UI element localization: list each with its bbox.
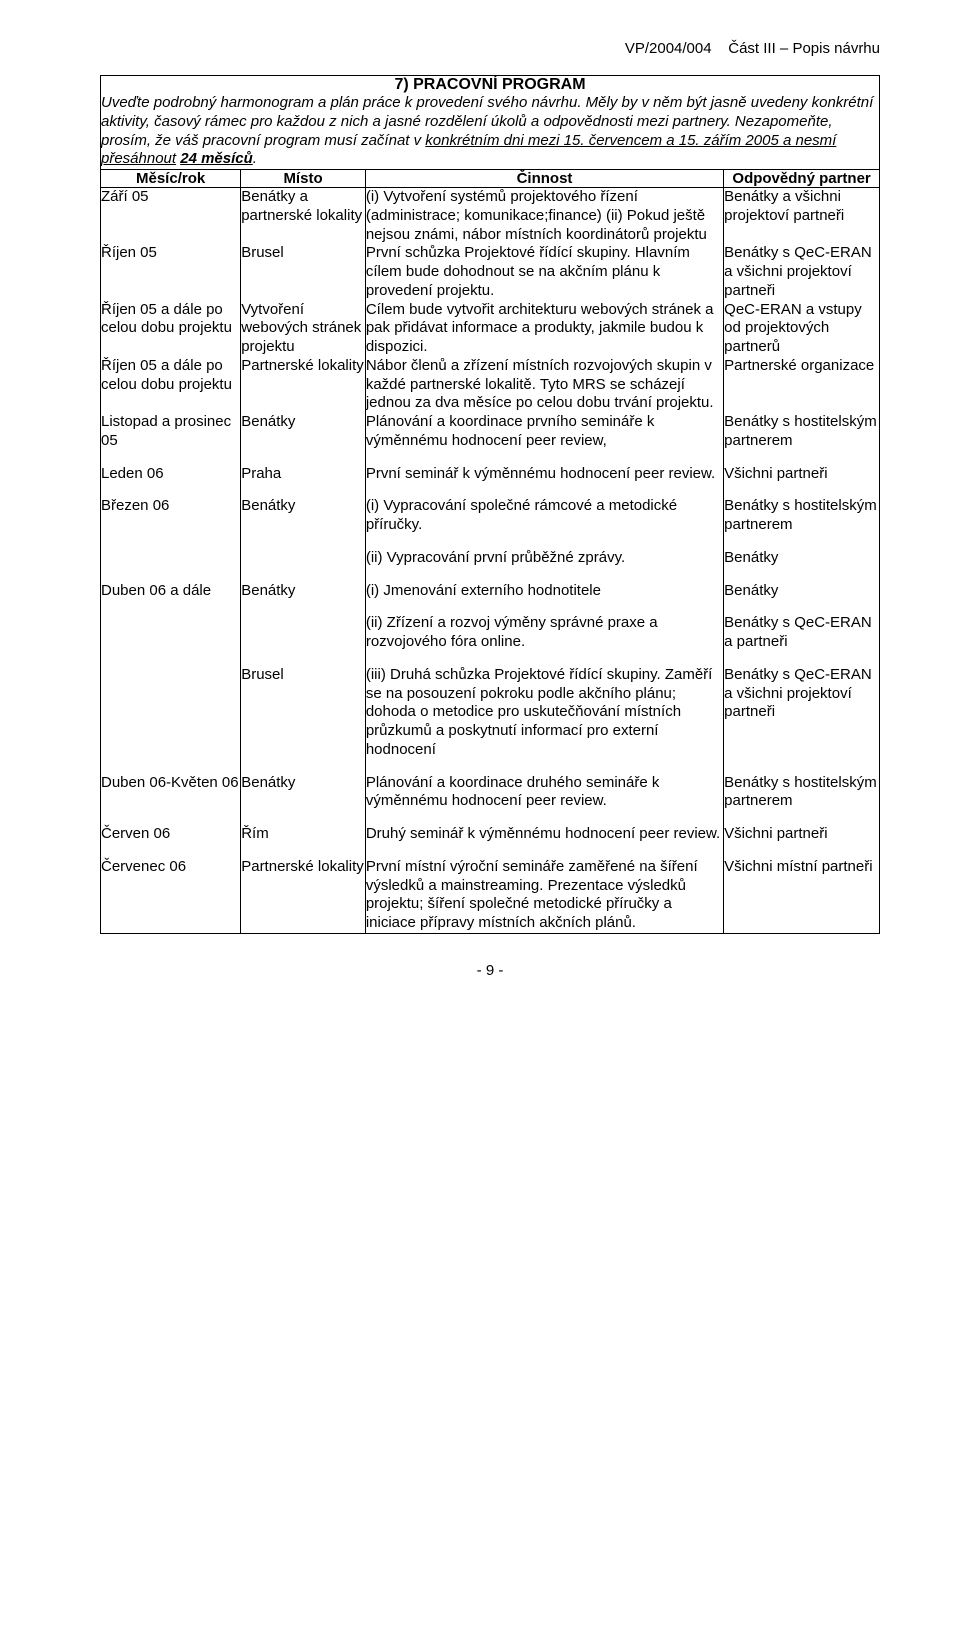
cell-place: Brusel	[241, 652, 366, 760]
cell-activity: Cílem bude vytvořit architekturu webovýc…	[365, 301, 723, 357]
section-title: 7) PRACOVNÍ PROGRAM	[101, 76, 879, 94]
cell-activity: Plánování a koordinace prvního semináře …	[365, 413, 723, 451]
intro-cell: 7) PRACOVNÍ PROGRAM Uveďte podrobný harm…	[101, 76, 880, 170]
table-row: Říjen 05 a dále po celou dobu projektuPa…	[101, 357, 880, 413]
cell-place: Benátky a partnerské lokality	[241, 188, 366, 245]
cell-place	[241, 600, 366, 652]
cell-partner: Benátky s hostitelským partnerem	[724, 483, 880, 535]
cell-month: Červen 06	[101, 811, 241, 844]
cell-month	[101, 535, 241, 568]
page-header: VP/2004/004 Část III – Popis návrhu	[100, 40, 880, 57]
cell-month: Září 05	[101, 188, 241, 245]
cell-activity: (i) Vytvoření systémů projektového řízen…	[365, 188, 723, 245]
cell-month: Leden 06	[101, 451, 241, 484]
cell-place	[241, 535, 366, 568]
table-row: (ii) Zřízení a rozvoj výměny správné pra…	[101, 600, 880, 652]
cell-month: Říjen 05 a dále po celou dobu projektu	[101, 301, 241, 357]
cell-activity: První schůzka Projektové řídící skupiny.…	[365, 244, 723, 300]
cell-partner: QeC-ERAN a vstupy od projektových partne…	[724, 301, 880, 357]
cell-partner: Benátky s hostitelským partnerem	[724, 760, 880, 812]
cell-partner: Všichni místní partneři	[724, 844, 880, 934]
table-row: Leden 06PrahaPrvní seminář k výměnnému h…	[101, 451, 880, 484]
col-header-activity: Činnost	[365, 170, 723, 188]
cell-partner: Benátky	[724, 535, 880, 568]
cell-place: Benátky	[241, 760, 366, 812]
cell-partner: Benátky s QeC-ERAN a partneři	[724, 600, 880, 652]
table-row: Duben 06-Květen 06BenátkyPlánování a koo…	[101, 760, 880, 812]
table-row: Březen 06Benátky(i) Vypracování společné…	[101, 483, 880, 535]
table-row: Duben 06 a dáleBenátky(i) Jmenování exte…	[101, 568, 880, 601]
col-header-month: Měsíc/rok	[101, 170, 241, 188]
table-row: Červen 06ŘímDruhý seminář k výměnnému ho…	[101, 811, 880, 844]
cell-month: Duben 06 a dále	[101, 568, 241, 601]
header-section: Část III – Popis návrhu	[728, 40, 880, 57]
cell-partner: Benátky s QeC-ERAN a všichni projektoví …	[724, 244, 880, 300]
cell-month	[101, 600, 241, 652]
cell-place: Benátky	[241, 568, 366, 601]
cell-activity: Nábor členů a zřízení místních rozvojový…	[365, 357, 723, 413]
cell-activity: Druhý seminář k výměnnému hodnocení peer…	[365, 811, 723, 844]
table-row: Říjen 05 a dále po celou dobu projektuVy…	[101, 301, 880, 357]
document-page: VP/2004/004 Část III – Popis návrhu 7) P…	[0, 0, 960, 1009]
cell-activity: (ii) Zřízení a rozvoj výměny správné pra…	[365, 600, 723, 652]
intro-period: .	[253, 150, 257, 167]
cell-month: Duben 06-Květen 06	[101, 760, 241, 812]
table-row: Listopad a prosinec 05BenátkyPlánování a…	[101, 413, 880, 451]
cell-month: Listopad a prosinec 05	[101, 413, 241, 451]
intro-bold-underlined: 24 měsíců	[180, 150, 253, 167]
cell-place: Benátky	[241, 483, 366, 535]
program-table: 7) PRACOVNÍ PROGRAM Uveďte podrobný harm…	[100, 75, 880, 934]
col-header-partner: Odpovědný partner	[724, 170, 880, 188]
cell-place: Praha	[241, 451, 366, 484]
table-row: Brusel(iii) Druhá schůzka Projektové říd…	[101, 652, 880, 760]
cell-partner: Benátky s QeC-ERAN a všichni projektoví …	[724, 652, 880, 760]
cell-place: Partnerské lokality	[241, 357, 366, 413]
cell-activity: (i) Jmenování externího hodnotitele	[365, 568, 723, 601]
cell-place: Benátky	[241, 413, 366, 451]
intro-paragraph: Uveďte podrobný harmonogram a plán práce…	[101, 94, 879, 169]
cell-month: Červenec 06	[101, 844, 241, 934]
table-row: Říjen 05BruselPrvní schůzka Projektové ř…	[101, 244, 880, 300]
cell-activity: (i) Vypracování společné rámcové a metod…	[365, 483, 723, 535]
cell-partner: Benátky a všichni projektoví partneři	[724, 188, 880, 245]
cell-activity: (ii) Vypracování první průběžné zprávy.	[365, 535, 723, 568]
cell-partner: Všichni partneři	[724, 811, 880, 844]
cell-partner: Benátky s hostitelským partnerem	[724, 413, 880, 451]
col-header-place: Místo	[241, 170, 366, 188]
cell-month: Říjen 05	[101, 244, 241, 300]
page-number: - 9 -	[100, 962, 880, 979]
cell-month	[101, 652, 241, 760]
cell-partner: Všichni partneři	[724, 451, 880, 484]
cell-place: Řím	[241, 811, 366, 844]
cell-month: Březen 06	[101, 483, 241, 535]
cell-month: Říjen 05 a dále po celou dobu projektu	[101, 357, 241, 413]
cell-activity: První místní výroční semináře zaměřené n…	[365, 844, 723, 934]
header-code: VP/2004/004	[625, 40, 712, 57]
cell-activity: První seminář k výměnnému hodnocení peer…	[365, 451, 723, 484]
table-header-row: Měsíc/rok Místo Činnost Odpovědný partne…	[101, 170, 880, 188]
cell-place: Brusel	[241, 244, 366, 300]
cell-activity: (iii) Druhá schůzka Projektové řídící sk…	[365, 652, 723, 760]
cell-place: Vytvoření webových stránek projektu	[241, 301, 366, 357]
cell-activity: Plánování a koordinace druhého semináře …	[365, 760, 723, 812]
table-row: Červenec 06Partnerské lokalityPrvní míst…	[101, 844, 880, 934]
table-row: Září 05Benátky a partnerské lokality(i) …	[101, 188, 880, 245]
cell-partner: Partnerské organizace	[724, 357, 880, 413]
cell-partner: Benátky	[724, 568, 880, 601]
cell-place: Partnerské lokality	[241, 844, 366, 934]
table-row: (ii) Vypracování první průběžné zprávy.B…	[101, 535, 880, 568]
